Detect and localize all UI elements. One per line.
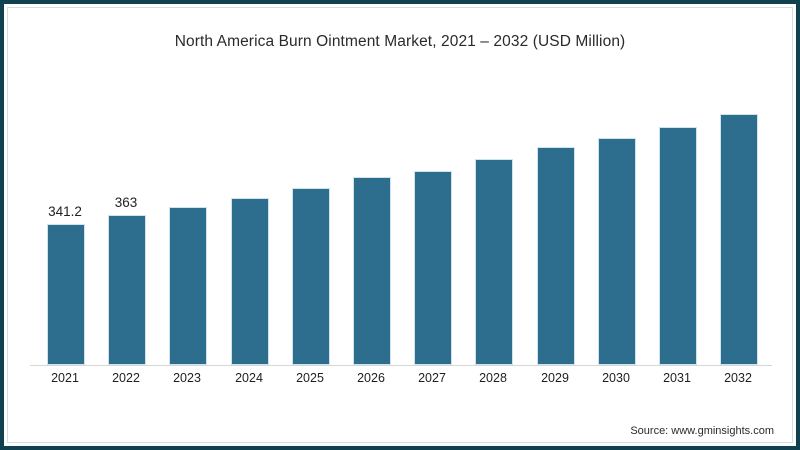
chart-title: North America Burn Ointment Market, 2021… [174,33,626,50]
x-tick-label-2024: 2024 [235,371,263,385]
bar-2026 [353,177,391,365]
bar-2028 [475,159,513,365]
x-tick-label-2023: 2023 [173,371,201,385]
x-tick-label-2026: 2026 [357,371,385,385]
bar-2030 [598,138,636,365]
bar-2023 [169,207,207,365]
x-tick-label-2022: 2022 [112,371,140,385]
x-tick-label-2021: 2021 [51,371,79,385]
bar-2025 [292,188,330,365]
bar-2027 [414,171,452,365]
x-tick-label-2030: 2030 [602,371,630,385]
x-tick-label-2032: 2032 [724,371,752,385]
x-tick-label-2028: 2028 [479,371,507,385]
bar-2031 [659,127,697,365]
x-tick-label-2029: 2029 [541,371,569,385]
x-tick-label-2027: 2027 [418,371,446,385]
bar-2021 [47,224,85,365]
bar-2024 [231,198,269,365]
source-attribution: Source: www.gminsights.com [630,425,774,437]
bar-2029 [537,147,575,365]
bar-value-label-2021: 341.2 [48,204,82,219]
bar-value-label-2022: 363 [114,195,138,210]
bar-2032 [720,114,758,365]
x-tick-label-2031: 2031 [663,371,691,385]
x-tick-label-2025: 2025 [296,371,324,385]
x-axis-line [30,365,772,366]
bar-2022 [108,215,146,365]
